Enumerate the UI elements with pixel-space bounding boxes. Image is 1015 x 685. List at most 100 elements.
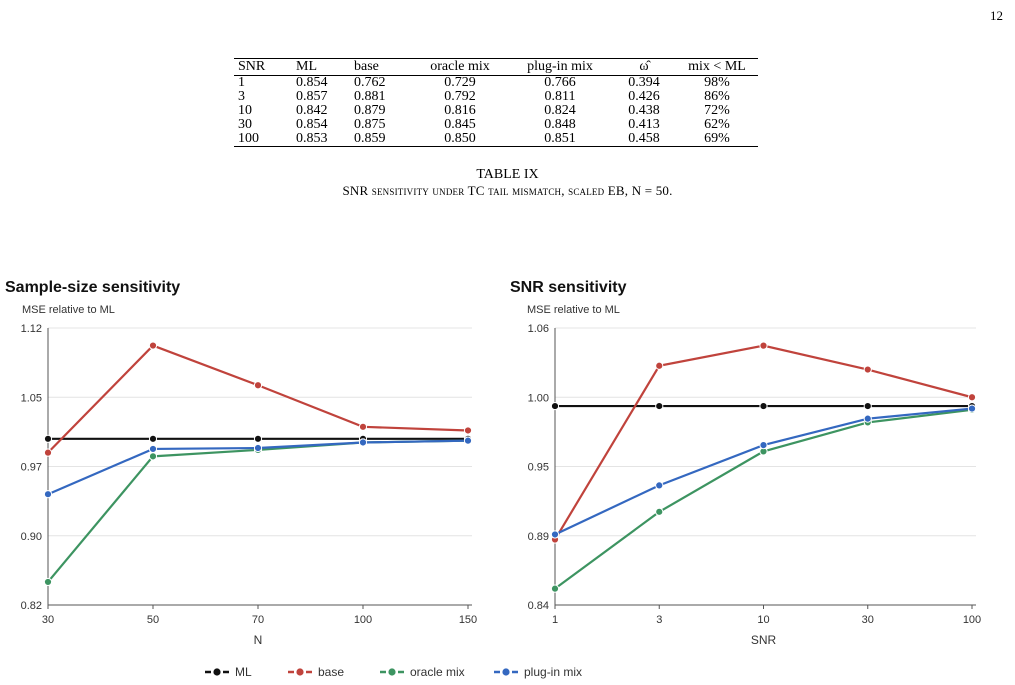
chart1-xtick-label: 70 bbox=[252, 614, 264, 626]
chart1-series-oracle-mix-point bbox=[148, 452, 158, 461]
col-header-oracle-mix: oracle mix bbox=[412, 58, 508, 76]
table-cell: 0.413 bbox=[628, 117, 660, 132]
chart2-series-base-point bbox=[967, 393, 977, 402]
chart1-series-base-point bbox=[148, 341, 158, 350]
chart1-series-base-point bbox=[253, 381, 263, 390]
chart1-xtick-label: 50 bbox=[147, 614, 159, 626]
chart1-series-plug-in-mix-point bbox=[358, 438, 368, 447]
chart2-series-base-point bbox=[863, 365, 872, 374]
chart1-subtitle: MSE relative to ML bbox=[22, 304, 115, 316]
table-cell: 62% bbox=[704, 117, 730, 132]
table-cell: 0.438 bbox=[628, 103, 660, 118]
table-caption: SNR sensitivity under TC tail mismatch, … bbox=[342, 183, 673, 198]
table-cell: 69% bbox=[676, 132, 758, 147]
legend-ml-label: ML bbox=[235, 665, 252, 679]
chart2-series-ml-point bbox=[759, 401, 768, 411]
chart1-series-ml-point bbox=[148, 434, 158, 443]
col-header-snr: SNR bbox=[234, 58, 296, 76]
legend-plug-in-mix-swatch-dot bbox=[502, 668, 510, 676]
chart1-series-plug-in-mix-point bbox=[148, 444, 158, 454]
col-header-base: base bbox=[354, 58, 412, 76]
table-cell: 0.729 bbox=[444, 75, 476, 90]
chart2-ytick-label: 1.00 bbox=[528, 392, 549, 404]
chart1-ytick-label: 0.90 bbox=[21, 531, 42, 543]
table-cell: 0.881 bbox=[354, 89, 386, 104]
chart1-series-oracle-mix-line bbox=[47, 439, 469, 583]
table-label: TABLE IX bbox=[476, 167, 539, 182]
chart2-title: SNR sensitivity bbox=[510, 279, 627, 296]
table-cell: 0.842 bbox=[296, 103, 328, 118]
table-cell: 0.426 bbox=[628, 89, 660, 104]
chart2-series-base-point bbox=[655, 361, 664, 370]
chart2-series-plug-in-mix-point bbox=[759, 440, 768, 450]
chart2-xtick-label: 1 bbox=[552, 614, 558, 626]
chart2-series-ml-point bbox=[655, 401, 664, 411]
table-cell: 0.766 bbox=[544, 75, 576, 90]
chart2-ytick-label: 0.84 bbox=[528, 600, 549, 612]
table-cell: 86% bbox=[704, 89, 730, 104]
chart2-xlabel: SNR bbox=[751, 633, 777, 647]
table-cell: 0.854 bbox=[296, 75, 328, 90]
table-cell: 0.875 bbox=[354, 117, 386, 132]
table-cell: 0.792 bbox=[444, 89, 476, 104]
chart2-ytick-label: 0.95 bbox=[528, 462, 549, 474]
table-cell: 0.824 bbox=[544, 103, 576, 118]
chart2-xtick-label: 100 bbox=[963, 614, 981, 626]
legend-oracle-mix-swatch-dot bbox=[388, 668, 396, 676]
chart2-ytick-label: 1.06 bbox=[528, 323, 549, 335]
legend-base-label: base bbox=[318, 665, 344, 679]
table-cell: 1 bbox=[238, 75, 245, 90]
table-cell: 0.816 bbox=[444, 103, 476, 118]
chart2-subtitle: MSE relative to ML bbox=[527, 304, 620, 316]
table-cell: 30 bbox=[238, 117, 252, 132]
table-cell: 0.811 bbox=[544, 89, 576, 104]
results-table: SNR ML base oracle mix plug-in mix ω̂ mi… bbox=[234, 58, 758, 147]
chart1-xtick-label: 100 bbox=[354, 614, 372, 626]
legend-ml-swatch-dot bbox=[213, 668, 221, 676]
table-cell: 100 bbox=[234, 132, 296, 147]
chart2-series-ml-point bbox=[863, 401, 872, 411]
col-header-ml: ML bbox=[296, 58, 354, 76]
table-cell: 98% bbox=[704, 75, 730, 90]
table-cell: 0.848 bbox=[544, 117, 576, 132]
chart1-title: Sample-size sensitivity bbox=[5, 279, 180, 296]
table-cell: 0.394 bbox=[628, 75, 660, 90]
chart2-series-plug-in-mix-point bbox=[550, 530, 560, 539]
table-row: 3 0.857 0.881 0.792 0.811 0.426 86% bbox=[234, 90, 758, 104]
page-number: 12 bbox=[990, 8, 1003, 23]
chart2-series-plug-in-mix-point bbox=[863, 414, 872, 423]
chart2-series-oracle-mix-point bbox=[550, 584, 560, 593]
table-cell: 0.458 bbox=[612, 132, 676, 147]
table-row: 10 0.842 0.879 0.816 0.824 0.438 72% bbox=[234, 104, 758, 118]
chart1-series-base-point bbox=[43, 448, 53, 457]
table-cell: 0.879 bbox=[354, 103, 386, 118]
table-cell: 0.762 bbox=[354, 75, 386, 90]
table-row: 30 0.854 0.875 0.845 0.848 0.413 62% bbox=[234, 118, 758, 132]
chart1-xtick-label: 30 bbox=[42, 614, 54, 626]
chart1-ytick-label: 0.82 bbox=[21, 600, 42, 612]
chart2-xtick-label: 10 bbox=[757, 614, 769, 626]
col-header-omega-hat: ω̂ bbox=[612, 58, 676, 76]
chart2-series-ml-point bbox=[550, 401, 560, 411]
legend-base-swatch-dot bbox=[296, 668, 304, 676]
chart1-series-base-point bbox=[463, 426, 473, 435]
table-row: 1 0.854 0.762 0.729 0.766 0.394 98% bbox=[234, 76, 758, 91]
chart2-series-plug-in-mix-point bbox=[967, 404, 977, 413]
chart1-series-ml-point bbox=[253, 434, 263, 443]
chart2-ytick-label: 0.89 bbox=[528, 531, 549, 543]
table-cell: 0.851 bbox=[508, 132, 612, 147]
chart2-xtick-label: 30 bbox=[862, 614, 874, 626]
chart2-series-plug-in-mix-line bbox=[554, 407, 973, 536]
chart1-series-plug-in-mix-point bbox=[253, 443, 263, 453]
chart1-series-ml-point bbox=[43, 434, 53, 443]
chart1-ytick-label: 1.12 bbox=[21, 323, 42, 335]
chart2-xtick-label: 3 bbox=[656, 614, 662, 626]
col-header-plugin-mix: plug-in mix bbox=[508, 58, 612, 76]
table-cell: 0.845 bbox=[444, 117, 476, 132]
col-header-mix-lt-ml: mix < ML bbox=[676, 58, 758, 76]
table-cell: 10 bbox=[238, 103, 252, 118]
chart1-series-base-point bbox=[358, 422, 368, 431]
table-cell: 0.859 bbox=[354, 132, 412, 147]
table-row: 100 0.853 0.859 0.850 0.851 0.458 69% bbox=[234, 132, 758, 147]
